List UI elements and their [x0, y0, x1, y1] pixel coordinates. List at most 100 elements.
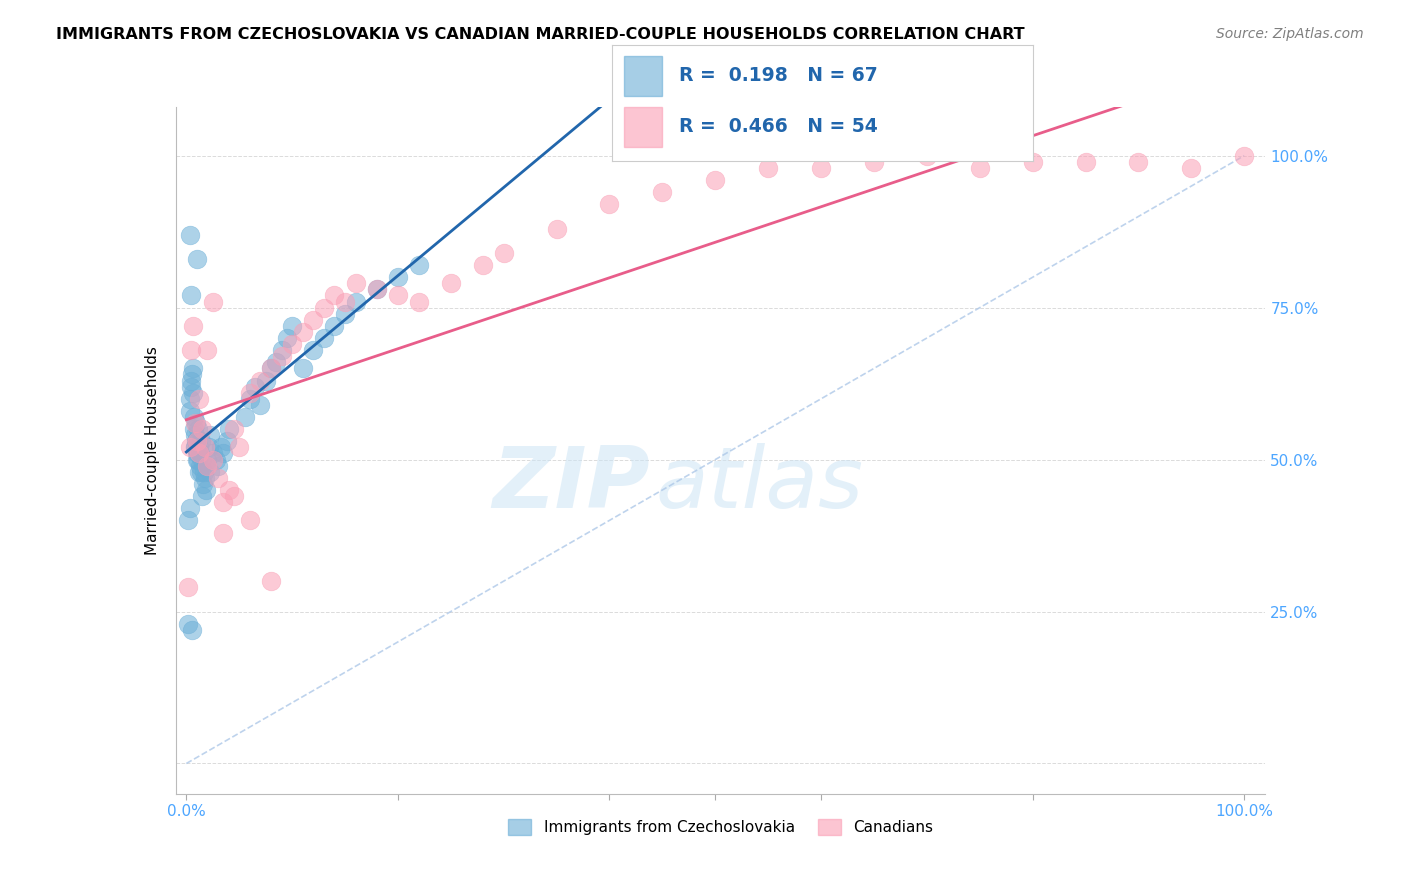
- Point: [249, 374, 271, 388]
- Point: [260, 361, 283, 376]
- Point: [180, 288, 202, 302]
- Point: [651, 185, 673, 199]
- Point: [201, 294, 224, 309]
- Point: [197, 441, 219, 455]
- Point: [228, 441, 250, 455]
- Point: [270, 349, 292, 363]
- Point: [756, 161, 779, 175]
- Point: [188, 392, 211, 406]
- Point: [1180, 161, 1202, 175]
- Point: [190, 434, 212, 449]
- Point: [546, 221, 568, 235]
- Point: [179, 392, 201, 406]
- Point: [193, 465, 215, 479]
- Point: [184, 428, 207, 442]
- Point: [863, 154, 886, 169]
- Point: [598, 197, 620, 211]
- Point: [179, 441, 201, 455]
- Point: [333, 307, 356, 321]
- Text: R =  0.466   N = 54: R = 0.466 N = 54: [679, 118, 877, 136]
- Point: [260, 574, 283, 589]
- Point: [188, 446, 211, 460]
- Point: [233, 410, 256, 425]
- Point: [198, 465, 221, 479]
- Point: [222, 489, 245, 503]
- Point: [207, 471, 229, 485]
- Point: [184, 441, 207, 455]
- Point: [181, 318, 204, 333]
- Point: [197, 452, 219, 467]
- Point: [184, 434, 207, 449]
- Point: [704, 173, 727, 187]
- Point: [187, 422, 209, 436]
- Point: [179, 404, 201, 418]
- Point: [323, 318, 346, 333]
- Point: [181, 361, 204, 376]
- Point: [1233, 149, 1256, 163]
- Point: [183, 422, 205, 436]
- Point: [188, 458, 211, 473]
- Point: [291, 325, 314, 339]
- Point: [915, 149, 938, 163]
- Point: [186, 434, 208, 449]
- Point: [187, 452, 209, 467]
- Legend: Immigrants from Czechoslovakia, Canadians: Immigrants from Czechoslovakia, Canadian…: [502, 813, 939, 841]
- Point: [260, 361, 283, 376]
- Point: [191, 452, 214, 467]
- Point: [183, 410, 205, 425]
- Point: [194, 441, 217, 455]
- Point: [191, 489, 214, 503]
- Point: [323, 288, 346, 302]
- Point: [186, 452, 208, 467]
- Point: [344, 277, 367, 291]
- Point: [239, 513, 262, 527]
- Point: [249, 398, 271, 412]
- Point: [193, 476, 215, 491]
- Point: [1074, 154, 1097, 169]
- Point: [471, 258, 494, 272]
- Point: [205, 452, 228, 467]
- Point: [366, 282, 388, 296]
- Point: [207, 458, 229, 473]
- Text: IMMIGRANTS FROM CZECHOSLOVAKIA VS CANADIAN MARRIED-COUPLE HOUSEHOLDS CORRELATION: IMMIGRANTS FROM CZECHOSLOVAKIA VS CANADI…: [56, 27, 1025, 42]
- Point: [492, 246, 515, 260]
- Point: [254, 374, 277, 388]
- Point: [312, 331, 335, 345]
- Point: [239, 392, 262, 406]
- Point: [177, 513, 200, 527]
- Point: [387, 288, 409, 302]
- Point: [218, 483, 240, 497]
- Point: [188, 441, 211, 455]
- Point: [218, 422, 240, 436]
- Point: [333, 294, 356, 309]
- Point: [281, 337, 304, 351]
- Point: [194, 471, 217, 485]
- Point: [179, 501, 201, 516]
- Point: [281, 318, 304, 333]
- Point: [312, 301, 335, 315]
- Point: [186, 252, 208, 266]
- Bar: [624, 56, 662, 95]
- Point: [180, 343, 202, 358]
- Point: [302, 343, 325, 358]
- Point: [177, 616, 200, 631]
- Point: [198, 428, 221, 442]
- Point: [215, 434, 238, 449]
- Point: [276, 331, 298, 345]
- Point: [222, 422, 245, 436]
- Point: [190, 465, 212, 479]
- Y-axis label: Married-couple Households: Married-couple Households: [145, 346, 160, 555]
- Point: [186, 446, 208, 460]
- Point: [1128, 154, 1150, 169]
- Point: [184, 441, 207, 455]
- Point: [302, 312, 325, 326]
- Point: [264, 355, 287, 369]
- Text: ZIP: ZIP: [492, 443, 650, 526]
- Point: [387, 270, 409, 285]
- Point: [408, 294, 430, 309]
- Point: [184, 416, 207, 430]
- Point: [180, 374, 202, 388]
- Point: [180, 623, 202, 637]
- Bar: [624, 107, 662, 146]
- Text: R =  0.198   N = 67: R = 0.198 N = 67: [679, 66, 877, 86]
